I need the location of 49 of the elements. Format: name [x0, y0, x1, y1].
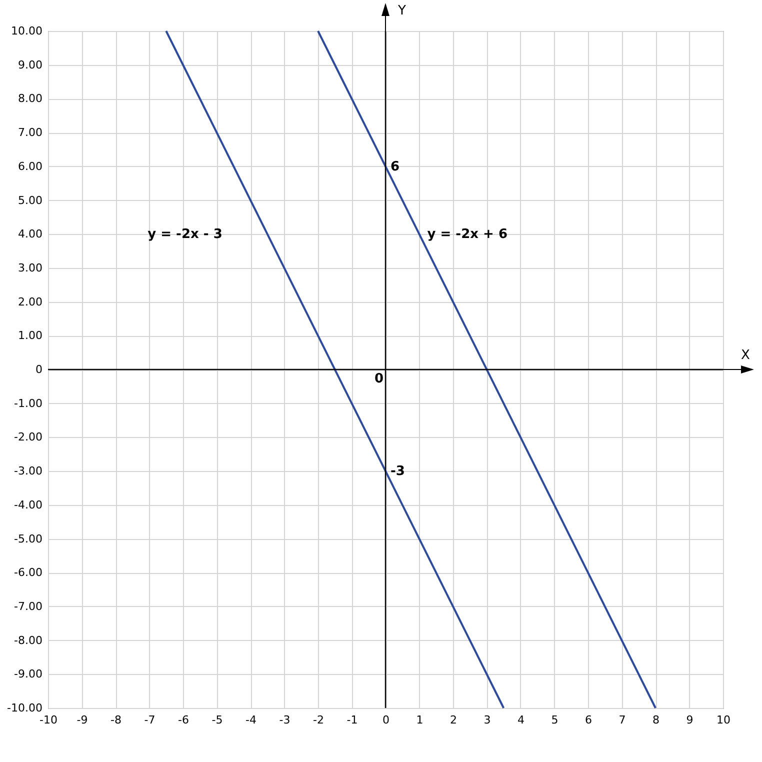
x-tick-label: -10: [40, 714, 58, 726]
x-tick-label: 5: [551, 714, 558, 726]
y-tick-label: 3.00: [18, 261, 42, 274]
x-tick-label: -3: [279, 714, 290, 726]
x-tick-label: 3: [484, 714, 491, 726]
y-tick-label: 0: [36, 363, 42, 376]
x-tick-label: 9: [686, 714, 694, 726]
x-tick-label: -7: [144, 714, 156, 726]
x-tick-label: 1: [416, 714, 424, 726]
series-label: y = -2x + 6: [427, 227, 508, 242]
x-tick-label: 8: [652, 714, 660, 726]
y-tick-label: -2.00: [14, 430, 42, 444]
x-tick-label: -9: [76, 714, 88, 726]
y-tick-label: -5.00: [14, 532, 42, 546]
y-axis-title: Y: [397, 4, 406, 18]
y-tick-label: -3.00: [14, 464, 42, 478]
x-tick-label: -5: [212, 714, 223, 726]
y-tick-label: 10.00: [11, 24, 42, 38]
x-tick-label: -8: [110, 714, 122, 726]
x-tick-label: 6: [585, 714, 592, 726]
y-tick-label: -7.00: [14, 600, 42, 613]
x-axis-title: X: [741, 348, 750, 363]
y-tick-label: -1.00: [14, 396, 42, 410]
x-tick-label: -4: [246, 714, 256, 726]
y-tick-label: -9.00: [14, 668, 42, 681]
y-tick-label: -4.00: [14, 498, 42, 512]
x-tick-label: -1: [346, 714, 358, 726]
x-tick-label: 7: [618, 714, 626, 726]
annotation: 0: [374, 372, 384, 386]
y-tick-label: -10.00: [7, 702, 42, 714]
text: y = -2x - 3: [148, 227, 222, 242]
y-tick-label: 6.00: [18, 160, 42, 173]
y-tick-label: 8.00: [18, 92, 42, 106]
x-tick-label: 2: [450, 714, 457, 726]
x-tick-label: 4: [518, 714, 524, 726]
y-tick-label: 1.00: [18, 329, 42, 342]
annotation: -3: [390, 464, 405, 480]
x-tick-label: -2: [313, 714, 324, 726]
y-tick-label: 5.00: [18, 194, 42, 207]
y-tick-label: 9.00: [18, 58, 42, 72]
x-tick-label: 10: [716, 714, 730, 726]
x-tick-label: 0: [382, 714, 390, 726]
y-tick-label: 4.00: [18, 228, 42, 241]
y-tick-label: 2.00: [18, 295, 42, 308]
annotation: 6: [390, 159, 400, 174]
x-tick-label: -6: [178, 714, 189, 726]
y-tick-label: -6.00: [14, 566, 42, 580]
y-tick-label: -8.00: [14, 634, 42, 647]
y-tick-label: 7.00: [18, 126, 42, 140]
